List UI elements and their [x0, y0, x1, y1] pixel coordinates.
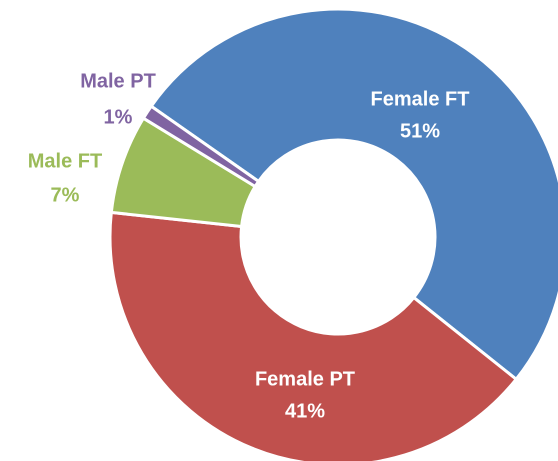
- slice-category-label: Female FT: [371, 88, 470, 110]
- slice-category-label: Female PT: [255, 368, 355, 390]
- slice-category-label: Male PT: [80, 70, 156, 92]
- slice-value-label: 41%: [285, 400, 325, 422]
- donut-slice: [108, 210, 519, 461]
- donut-slice: [141, 104, 261, 189]
- slice-value-label: 51%: [400, 120, 440, 142]
- slice-value-label: 7%: [51, 184, 80, 206]
- slice-category-label: Male FT: [28, 150, 102, 172]
- donut-slice: [149, 7, 558, 382]
- slice-value-label: 1%: [104, 106, 133, 128]
